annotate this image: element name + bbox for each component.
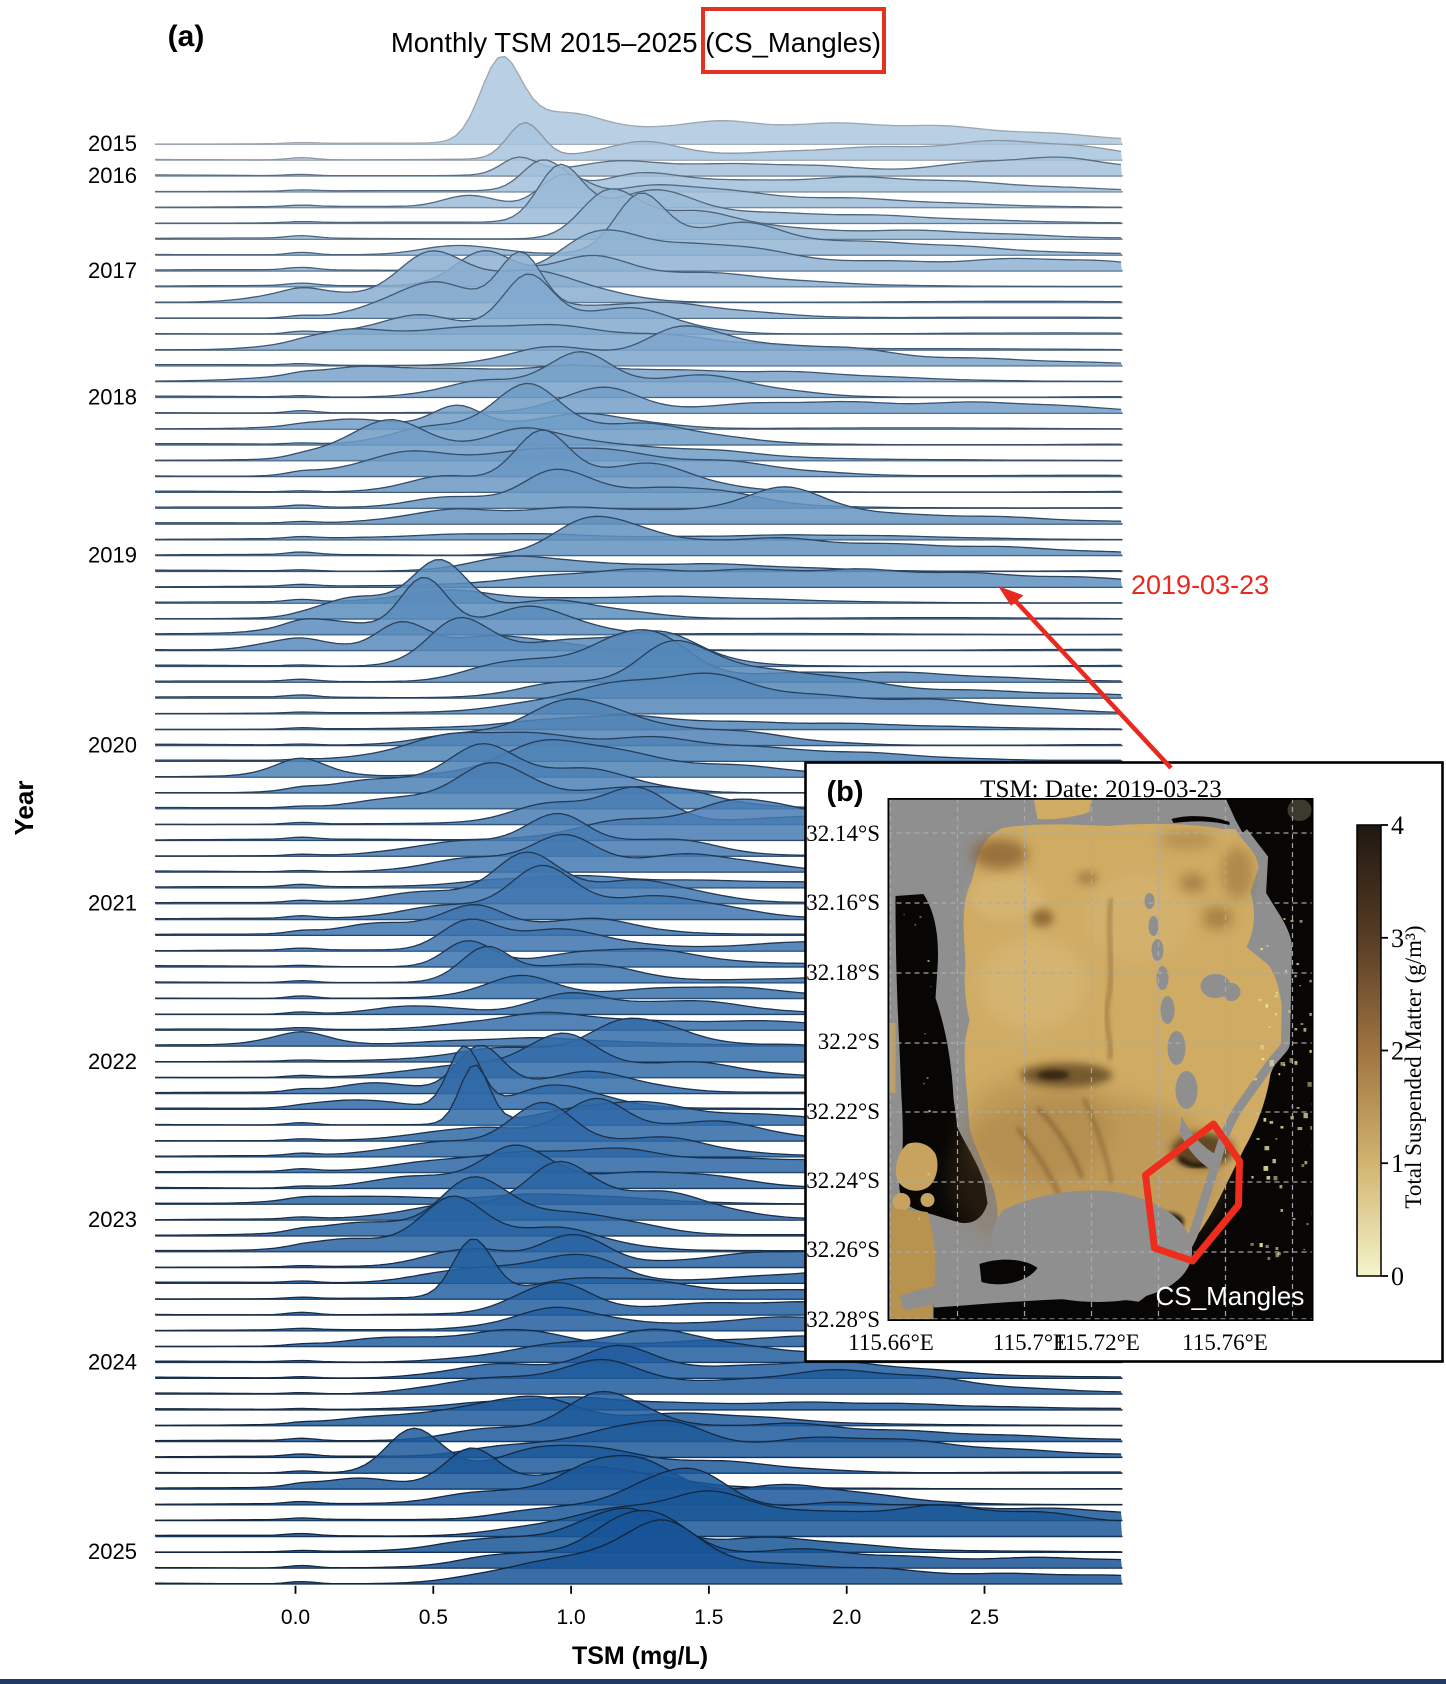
svg-text:CS_Mangles: CS_Mangles [1156,1281,1305,1311]
svg-text:2025: 2025 [88,1539,137,1564]
svg-text:1: 1 [1391,1149,1404,1178]
svg-text:32.14°S: 32.14°S [806,821,880,846]
svg-text:Monthly TSM 2015–2025 (CS_Mang: Monthly TSM 2015–2025 (CS_Mangles) [391,27,881,58]
svg-text:2024: 2024 [88,1349,137,1374]
svg-text:2.5: 2.5 [970,1606,999,1629]
svg-text:32.22°S: 32.22°S [806,1099,880,1124]
svg-text:2017: 2017 [88,258,137,283]
svg-text:32.18°S: 32.18°S [806,960,880,985]
svg-text:115.66°E: 115.66°E [848,1330,934,1355]
svg-text:32.28°S: 32.28°S [806,1307,880,1332]
svg-text:115.72°E: 115.72°E [1054,1330,1140,1355]
svg-text:32.16°S: 32.16°S [806,890,880,915]
svg-text:2021: 2021 [88,891,137,916]
svg-text:32.2°S: 32.2°S [818,1029,880,1054]
svg-text:32.24°S: 32.24°S [806,1168,880,1193]
svg-text:TSM (mg/L): TSM (mg/L) [572,1642,708,1670]
svg-text:0: 0 [1391,1262,1404,1291]
svg-text:2015: 2015 [88,131,137,156]
svg-text:2019: 2019 [88,543,137,568]
svg-text:4: 4 [1391,811,1404,840]
svg-text:1.5: 1.5 [694,1606,723,1629]
svg-text:2016: 2016 [88,163,137,188]
svg-text:115.76°E: 115.76°E [1182,1330,1268,1355]
svg-text:(a): (a) [168,20,205,53]
svg-text:Total Suspended Matter (g/m³): Total Suspended Matter (g/m³) [1401,925,1426,1208]
svg-text:2020: 2020 [88,732,137,757]
svg-text:Year: Year [9,781,39,836]
svg-text:0.5: 0.5 [419,1606,448,1629]
svg-text:0.0: 0.0 [281,1606,310,1629]
svg-text:2: 2 [1391,1037,1404,1066]
svg-text:1.0: 1.0 [556,1606,585,1629]
svg-text:2022: 2022 [88,1049,137,1074]
svg-text:32.26°S: 32.26°S [806,1237,880,1262]
svg-text:2023: 2023 [88,1207,137,1232]
svg-text:115.7°E: 115.7°E [993,1330,1067,1355]
svg-text:2.0: 2.0 [832,1606,861,1629]
svg-text:3: 3 [1391,924,1404,953]
svg-text:2018: 2018 [88,384,137,409]
svg-text:(b): (b) [826,776,863,808]
